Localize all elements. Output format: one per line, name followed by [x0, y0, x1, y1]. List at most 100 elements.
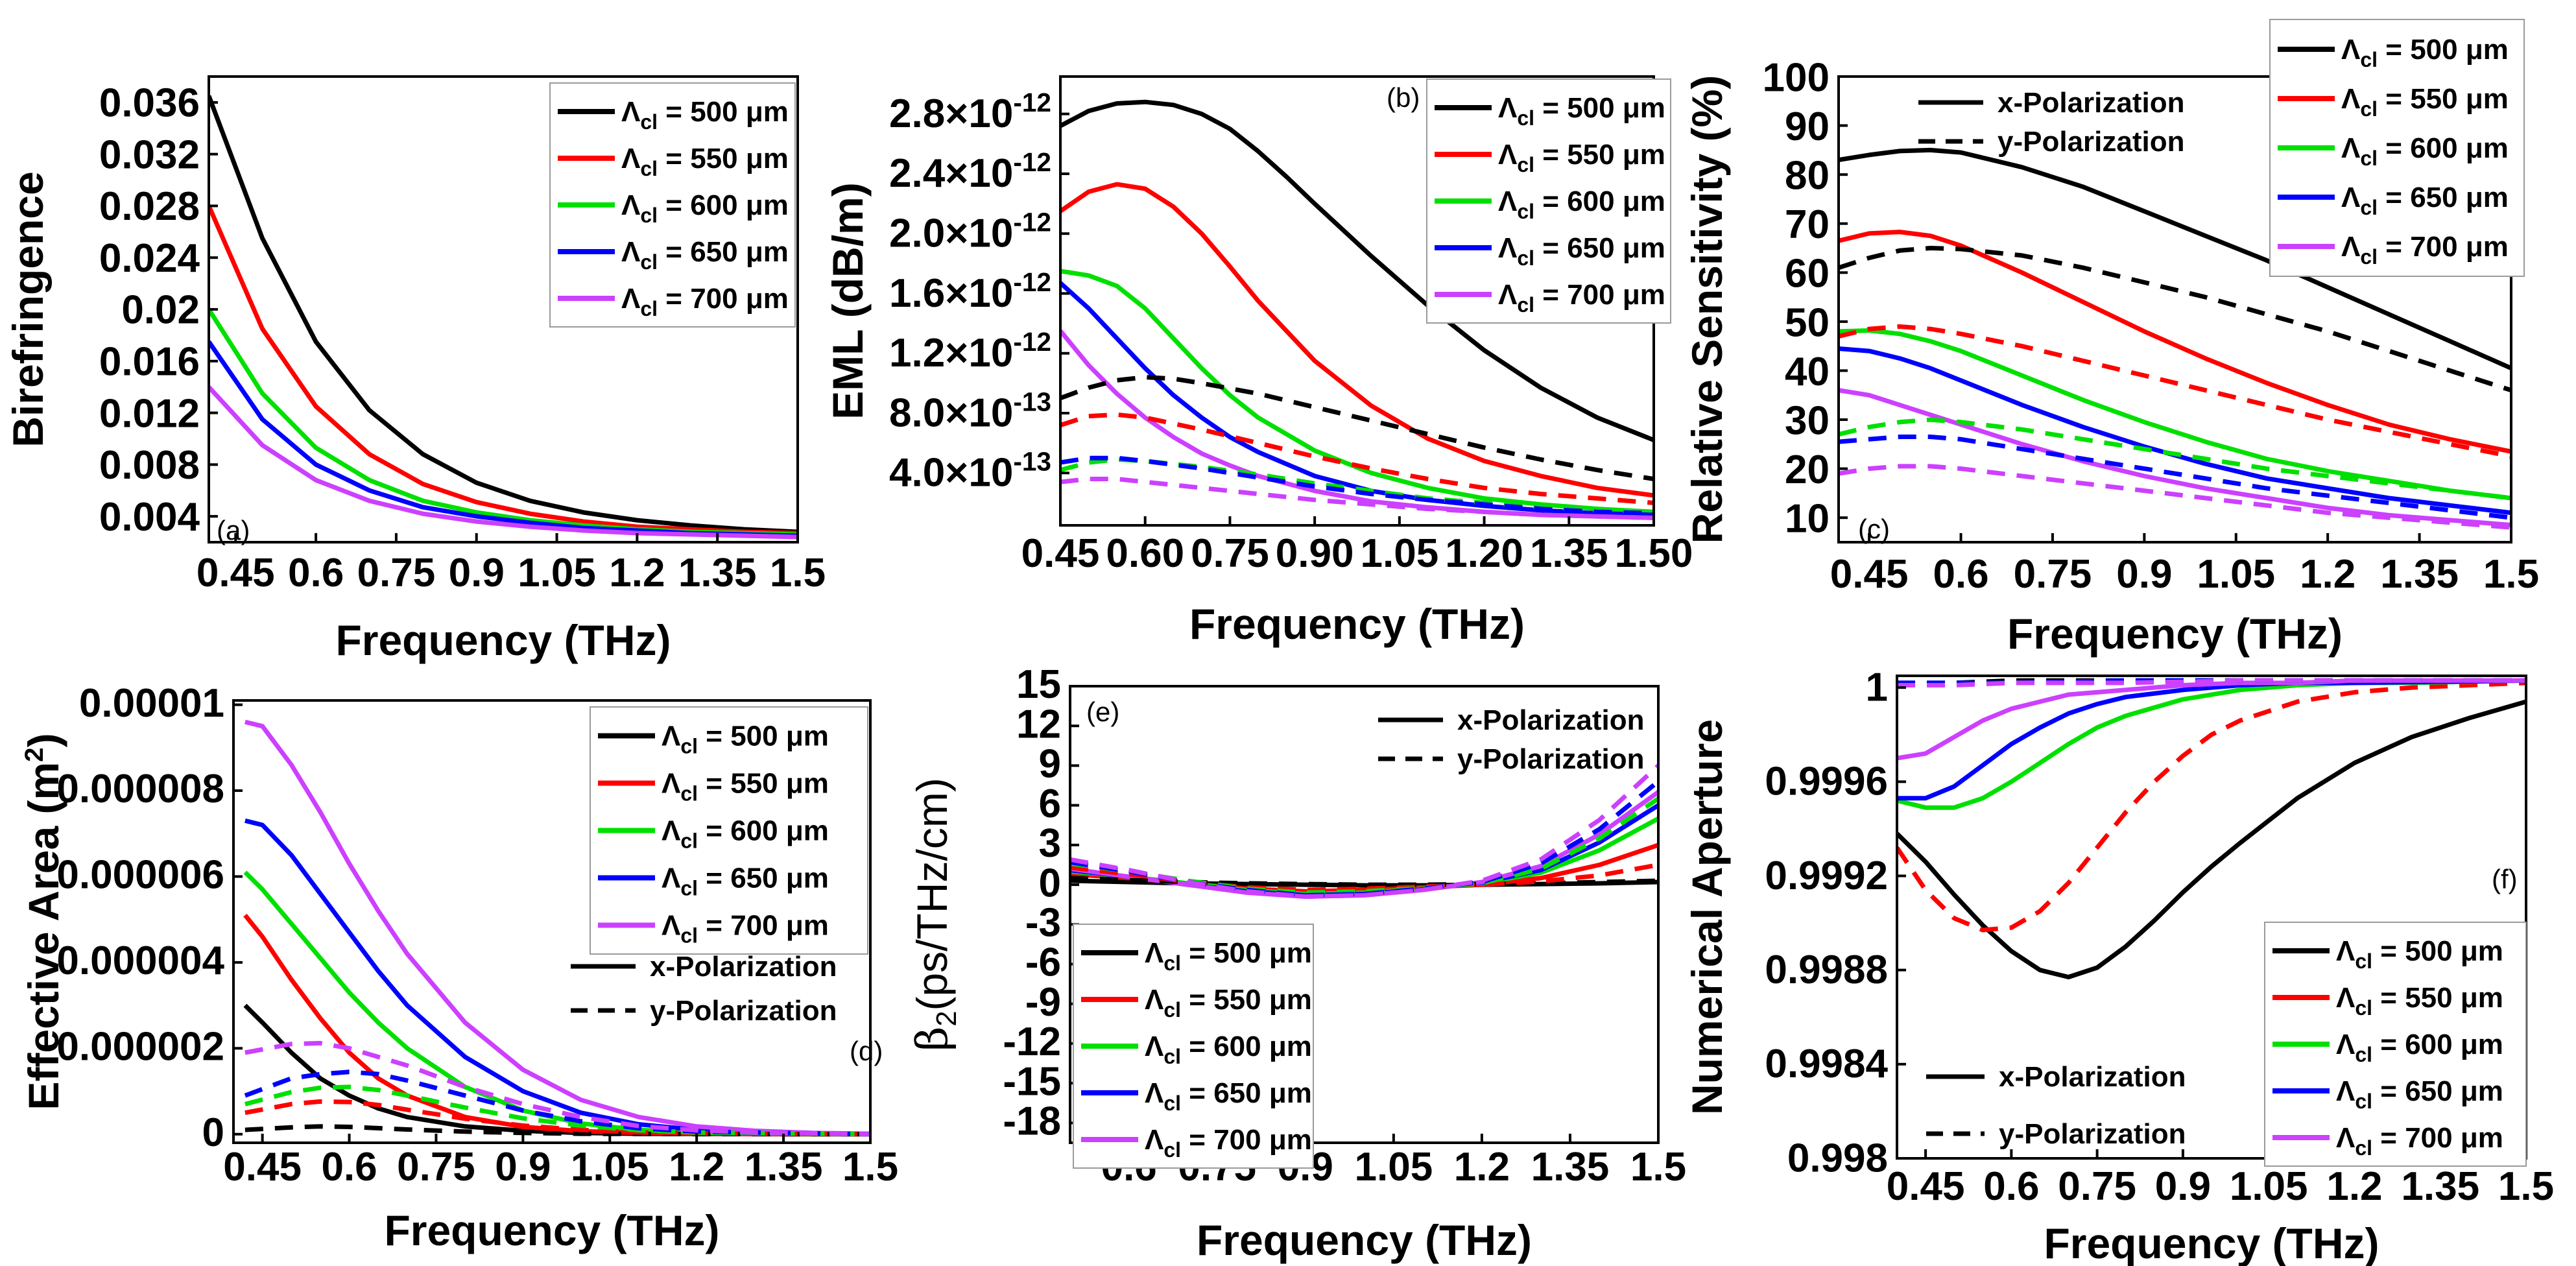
legend-entry-650: Λcl = 650 μm — [1145, 1077, 1312, 1115]
plot-area — [1839, 147, 2511, 530]
x-axis-title: Frequency (THz) — [1189, 600, 1525, 648]
panel-label: (d) — [850, 1036, 883, 1066]
y-tick-label: 70 — [1785, 202, 1830, 247]
legend-entry-500: Λcl = 500 μm — [662, 721, 829, 758]
x-tick-label: 1.05 — [1361, 531, 1439, 576]
chart-panel-f: 0.45 0.6 0.75 0.9 1.05 1.2 1.35 1.5 0.998 0.9984 0… — [1683, 665, 2554, 1266]
polarization-label-dashed: y-Polarization — [1999, 1118, 2186, 1150]
legend-entry-550: Λcl = 550 μm — [621, 143, 789, 180]
legend-entry-600: Λcl = 600 μm — [621, 189, 789, 227]
legend-entry-650: Λcl = 650 μm — [2336, 1075, 2503, 1113]
legend-entry-500: Λcl = 500 μm — [1498, 92, 1665, 130]
plot-frame — [1896, 675, 2527, 1160]
y-tick-label: 100 — [1763, 55, 1830, 100]
y-tick-label: 3 — [1039, 821, 1061, 866]
y-tick-label: 2.4×10-12 — [889, 147, 1051, 196]
x-tick-label: 0.75 — [2058, 1164, 2136, 1209]
series-line-700-dashed — [1070, 763, 1658, 899]
plot-frame — [1069, 685, 1660, 1144]
y-tick-label: 0.000004 — [56, 938, 224, 983]
series-line-600-dashed — [1839, 417, 2511, 501]
y-tick-label: 9 — [1039, 742, 1061, 787]
x-tick-label: 1.20 — [1445, 531, 1523, 576]
x-tick-label: 0.9 — [495, 1145, 551, 1189]
y-tick-label: 80 — [1785, 154, 1830, 198]
series-line-600-dashed — [244, 1084, 870, 1137]
x-tick-label: 0.90 — [1276, 531, 1354, 576]
x-tick-label: 0.75 — [2014, 552, 2092, 597]
y-tick-label: 1.2×10-12 — [889, 327, 1051, 376]
y-tick-label: 6 — [1039, 782, 1061, 826]
y-tick-label: 0.008 — [99, 443, 200, 488]
polarization-label-solid: x-Polarization — [1457, 704, 1645, 736]
x-tick-label: 1.5 — [842, 1145, 898, 1189]
series-line-550-dashed — [1060, 412, 1654, 505]
series-line-550-solid — [1060, 182, 1654, 498]
x-tick-label: 1.2 — [609, 551, 665, 595]
y-tick-label: 20 — [1785, 448, 1830, 492]
series-line-500-solid — [1060, 99, 1654, 442]
x-tick-label: 1.5 — [2498, 1164, 2554, 1209]
x-tick-label: 0.9 — [2116, 552, 2172, 597]
x-tick-label: 0.60 — [1106, 531, 1184, 576]
series-line-700-dashed — [1060, 477, 1654, 520]
x-tick-label: 1.2 — [2326, 1164, 2382, 1209]
legend-entry-500: Λcl = 500 μm — [621, 96, 789, 134]
x-tick-label: 1.05 — [2197, 552, 2275, 597]
legend-entry-650: Λcl = 650 μm — [1498, 232, 1665, 270]
y-tick-label: -6 — [1025, 940, 1061, 985]
y-tick-label: 0.000002 — [56, 1025, 224, 1069]
y-tick-label: 8.0×10-13 — [889, 387, 1051, 435]
series-line-500-dashed — [1839, 246, 2511, 393]
chart-panel-e: 0.60.750.91.051.21.351.5-18-15-12-9-6-30… — [907, 662, 1686, 1264]
x-tick-label: 0.9 — [2155, 1164, 2211, 1209]
chart-panel-a: 0.45 0.6 0.75 0.9 1.05 1.2 1.35 1.5 0.004 0.008 0.… — [4, 75, 826, 664]
legend: Λcl = 500 μm Λcl = 550 μm Λcl = 600 μm Λcl … — [549, 82, 796, 328]
series-line-550-solid — [209, 205, 798, 536]
series-line-600-solid — [1839, 328, 2511, 501]
x-tick-label: 0.6 — [288, 551, 344, 595]
x-tick-label: 0.45 — [223, 1145, 302, 1189]
legend: Λcl = 500 μm Λcl = 550 μm Λcl = 600 μm Λcl … — [590, 706, 868, 955]
legend-entry-500: Λcl = 500 μm — [1145, 937, 1312, 975]
x-tick-label: 0.75 — [357, 551, 436, 595]
plot-area — [1060, 99, 1654, 520]
y-tick-label: 0.9988 — [1765, 948, 1888, 992]
plot-area — [1070, 763, 1658, 899]
x-tick-label: 0.45 — [1021, 531, 1100, 576]
x-tick-label: 1.05 — [2230, 1164, 2308, 1209]
x-tick-label: 1.05 — [571, 1145, 649, 1189]
x-tick-label: 0.75 — [397, 1145, 475, 1189]
y-tick-label: 0.02 — [121, 288, 200, 333]
x-tick-label: 0.9 — [449, 551, 505, 595]
y-tick-label: 0.024 — [99, 236, 200, 281]
x-axis-title: Frequency (THz) — [2044, 1219, 2379, 1266]
plot-area — [243, 719, 870, 1137]
x-tick-label: 1.5 — [1630, 1145, 1686, 1189]
series-line-700-dashed — [244, 1040, 870, 1137]
legend-entry-550: Λcl = 550 μm — [1145, 984, 1312, 1021]
plot-area — [1897, 678, 2526, 979]
series-line-650-solid — [1839, 346, 2511, 516]
y-tick-label: 0.016 — [99, 339, 200, 384]
y-axis-title: EML (dB/m) — [824, 182, 872, 419]
legend-entry-650: Λcl = 650 μm — [662, 863, 829, 900]
y-tick-label: 50 — [1785, 300, 1830, 345]
y-tick-label: 0.032 — [99, 132, 200, 177]
legend-entry-550: Λcl = 550 μm — [1498, 139, 1665, 176]
series-line-500-solid — [1839, 147, 2511, 370]
plot-frame — [1837, 75, 2512, 543]
legend-entry-550: Λcl = 550 μm — [662, 768, 829, 806]
series-line-650-solid — [1897, 678, 2526, 801]
polarization-label-solid: x-Polarization — [1998, 87, 2185, 119]
y-tick-label: 0.000008 — [56, 767, 224, 811]
series-line-700-dashed — [1839, 464, 2511, 530]
panel-label: (b) — [1387, 82, 1420, 113]
y-tick-label: 30 — [1785, 398, 1830, 443]
series-line-500-solid — [209, 95, 798, 534]
series-line-550-dashed — [1897, 680, 2526, 933]
y-tick-label: 0.998 — [1787, 1136, 1888, 1180]
y-tick-label: 0.012 — [99, 391, 200, 436]
series-line-600-solid — [1897, 678, 2526, 810]
